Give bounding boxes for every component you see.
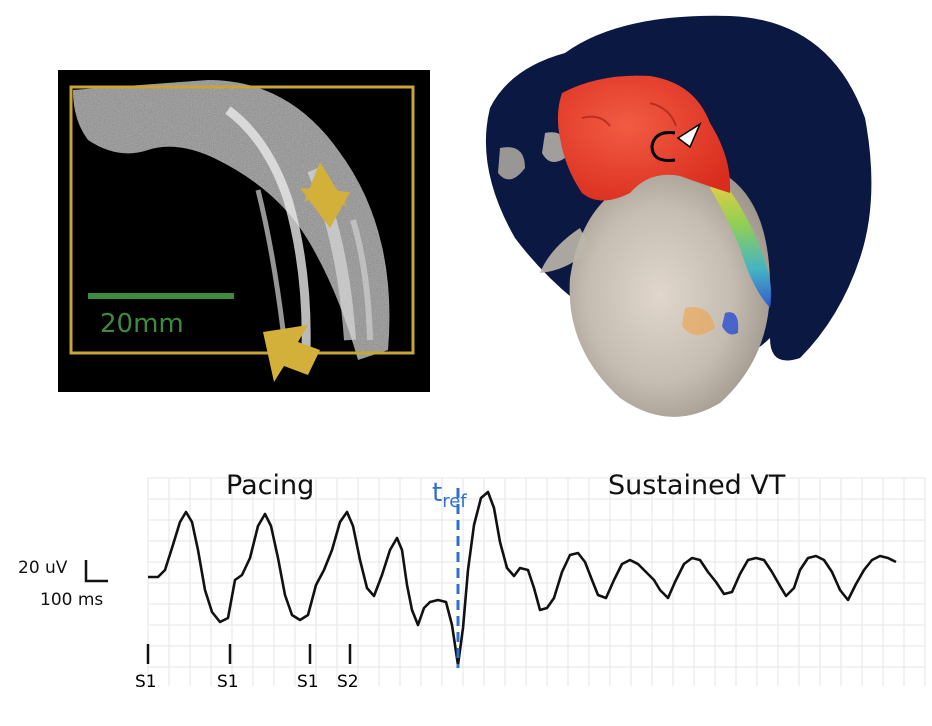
phase-label-sustained-vt: Sustained VT: [608, 470, 786, 501]
scale-time-label: 100 ms: [40, 590, 104, 610]
phase-label-pacing: Pacing: [226, 470, 315, 501]
heart-tissue: [569, 172, 770, 417]
stimulus-label: S1: [135, 672, 157, 692]
arrow-upper-head-icon: [300, 188, 350, 228]
arrow-lower-icon: [263, 325, 320, 382]
ecg-panel: Pacing Sustained VT tref 20 uV 100 ms S1…: [0, 460, 932, 726]
ecg-scale-bar: [84, 560, 108, 583]
scale-bar-label: 20mm: [100, 309, 184, 339]
stimulus-label: S1: [217, 672, 239, 692]
mri-image: 20mm: [69, 80, 415, 382]
ecg-grid: [147, 477, 926, 686]
ecg-trace: [148, 490, 897, 667]
mri-image-panel: 20mm: [58, 70, 430, 392]
tref-label: tref: [432, 478, 467, 512]
heart-model-panel: [470, 8, 890, 428]
reentry-arrowhead-icon: [676, 122, 702, 149]
scale-amplitude-label: 20 uV: [18, 558, 68, 578]
scale-bar: [88, 293, 234, 299]
mri-frame: [69, 85, 415, 355]
tref-label-sub: ref: [442, 491, 467, 512]
activation-map: [710, 178, 772, 308]
heart-model: [485, 15, 872, 417]
reentry-arrow-icon: [650, 131, 676, 162]
stimulus-label: S2: [337, 672, 359, 692]
stimulus-label: S1: [297, 672, 319, 692]
arrow-upper-icon: [304, 162, 348, 218]
scar-region: [557, 75, 731, 201]
tref-label-base: t: [432, 478, 443, 508]
ecg-chart: [84, 477, 926, 686]
